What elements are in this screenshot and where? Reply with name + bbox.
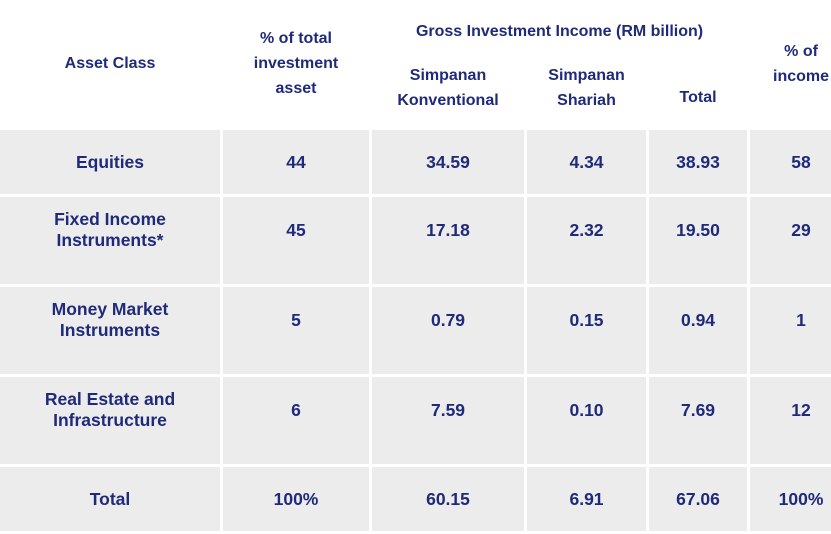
cell-pct-income: 12 [750,377,831,464]
cell-pct-asset: 5 [223,287,369,374]
cell-asset: Money Market Instruments [0,287,220,374]
cell-total: 7.69 [649,377,748,464]
cell-shariah: 0.10 [527,377,646,464]
header-row-sub: Simpanan Konventional Simpanan Shariah T… [0,53,831,127]
cell-asset: Total [0,467,220,531]
header-simpanan-shariah: Simpanan Shariah [527,53,646,127]
cell-konventional: 7.59 [372,377,524,464]
table-row-total: Total 100% 60.15 6.91 67.06 100% [0,467,831,531]
cell-pct-asset: 45 [223,197,369,284]
cell-pct-income: 1 [750,287,831,374]
cell-pct-asset: 44 [223,130,369,194]
cell-shariah: 4.34 [527,130,646,194]
cell-total: 19.50 [649,197,748,284]
cell-pct-asset: 100% [223,467,369,531]
cell-konventional: 60.15 [372,467,524,531]
header-row-top: Asset Class % of total investment asset … [0,0,831,127]
table-row-fixed-income: Fixed Income Instruments* 45 17.18 2.32 … [0,197,831,284]
cell-pct-income: 100% [750,467,831,531]
cell-total: 0.94 [649,287,748,374]
cell-pct-income: 58 [750,130,831,194]
table-row-equities: Equities 44 34.59 4.34 38.93 58 [0,130,831,194]
header-gross-investment-income: Gross Investment Income (RM billion) [372,0,748,50]
header-simpanan-konventional: Simpanan Konventional [372,53,524,127]
cell-asset: Equities [0,130,220,194]
cell-total: 38.93 [649,130,748,194]
cell-asset: Fixed Income Instruments* [0,197,220,284]
cell-total: 67.06 [649,467,748,531]
cell-konventional: 34.59 [372,130,524,194]
header-total: Total [649,53,748,127]
cell-shariah: 0.15 [527,287,646,374]
cell-pct-asset: 6 [223,377,369,464]
cell-shariah: 6.91 [527,467,646,531]
cell-asset: Real Estate and Infrastructure [0,377,220,464]
cell-shariah: 2.32 [527,197,646,284]
cell-pct-income: 29 [750,197,831,284]
table-row-real-estate: Real Estate and Infrastructure 6 7.59 0.… [0,377,831,464]
header-asset-class: Asset Class [0,0,220,127]
table-row-money-market: Money Market Instruments 5 0.79 0.15 0.9… [0,287,831,374]
cell-konventional: 0.79 [372,287,524,374]
cell-konventional: 17.18 [372,197,524,284]
header-pct-income: % of income [750,0,831,127]
header-pct-total-asset: % of total investment asset [223,0,369,127]
